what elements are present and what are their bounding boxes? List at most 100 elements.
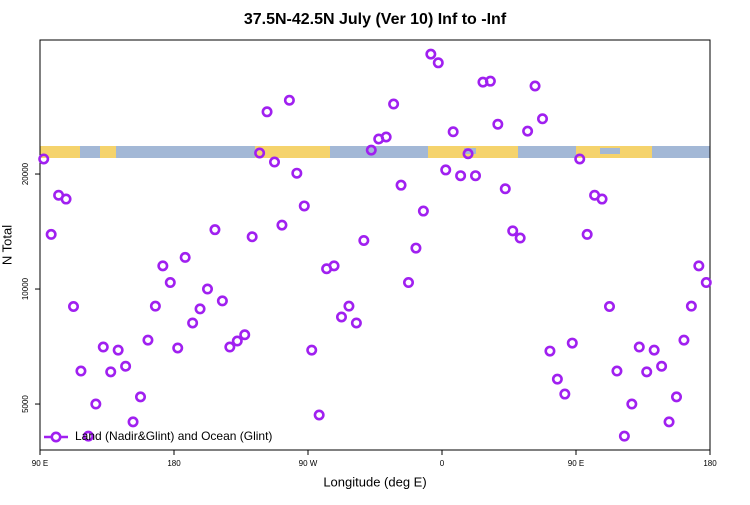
- data-point: [283, 94, 295, 106]
- data-point: [507, 225, 519, 237]
- data-point: [120, 360, 132, 372]
- data-point: [536, 113, 548, 125]
- data-point: [313, 409, 325, 421]
- chart-title: 37.5N-42.5N July (Ver 10) Inf to -Inf: [244, 11, 507, 28]
- data-point: [693, 260, 705, 272]
- data-point: [574, 153, 586, 165]
- data-point: [529, 80, 541, 92]
- data-point: [514, 232, 526, 244]
- data-point: [499, 183, 511, 195]
- data-point: [60, 193, 72, 205]
- data-point: [246, 231, 258, 243]
- data-point: [90, 398, 102, 410]
- data-point: [678, 334, 690, 346]
- data-point: [112, 344, 124, 356]
- data-point: [641, 366, 653, 378]
- data-point: [395, 179, 407, 191]
- data-point: [164, 277, 176, 289]
- data-point: [618, 430, 630, 442]
- data-point: [388, 98, 400, 110]
- data-point: [194, 303, 206, 315]
- data-point: [276, 219, 288, 231]
- data-point: [291, 167, 303, 179]
- data-point: [105, 366, 117, 378]
- data-point: [462, 148, 474, 160]
- data-point: [149, 300, 161, 312]
- data-point: [663, 416, 675, 428]
- x-tick-label: 90 W: [299, 459, 318, 468]
- data-point: [551, 373, 563, 385]
- data-point: [484, 75, 496, 87]
- y-tick-label: 5000: [21, 395, 30, 413]
- data-point: [45, 228, 57, 240]
- x-axis-label: Longitude (deg E): [323, 474, 426, 489]
- legend-marker: [50, 431, 62, 443]
- data-point: [127, 416, 139, 428]
- data-point: [216, 295, 228, 307]
- data-point: [432, 57, 444, 69]
- data-point: [581, 228, 593, 240]
- data-point: [209, 224, 221, 236]
- data-point: [559, 388, 571, 400]
- data-point: [268, 156, 280, 168]
- data-point: [566, 337, 578, 349]
- data-point: [179, 251, 191, 263]
- data-point: [298, 200, 310, 212]
- data-point: [343, 300, 355, 312]
- data-point: [440, 164, 452, 176]
- data-point: [417, 205, 429, 217]
- data-point: [425, 48, 437, 60]
- data-point: [492, 118, 504, 130]
- data-point: [202, 283, 214, 295]
- y-axis-label: N Total: [0, 225, 14, 265]
- data-point: [335, 311, 347, 323]
- data-point: [350, 317, 362, 329]
- data-point: [611, 365, 623, 377]
- data-point: [648, 344, 660, 356]
- data-point: [239, 329, 251, 341]
- y-tick-label: 20000: [21, 162, 30, 185]
- plot-frame: [39, 39, 711, 451]
- data-point: [596, 193, 608, 205]
- data-point: [82, 430, 94, 442]
- data-point: [358, 234, 370, 246]
- data-point: [68, 301, 80, 313]
- legend-label: Land (Nadir&Glint) and Ocean (Glint): [75, 429, 272, 443]
- data-point: [380, 131, 392, 143]
- x-tick-label: 180: [167, 459, 181, 468]
- data-point: [172, 342, 184, 354]
- data-point: [365, 144, 377, 156]
- x-tick-label: 90 E: [568, 459, 584, 468]
- data-point: [656, 360, 668, 372]
- data-point: [135, 391, 147, 403]
- data-point: [522, 125, 534, 137]
- data-point: [447, 126, 459, 138]
- data-point: [142, 334, 154, 346]
- data-point: [700, 277, 712, 289]
- data-point: [224, 341, 236, 353]
- data-point: [469, 170, 481, 182]
- data-point: [231, 335, 243, 347]
- data-point: [626, 398, 638, 410]
- data-point: [328, 260, 340, 272]
- data-point: [187, 317, 199, 329]
- x-tick-label: 180: [703, 459, 717, 468]
- x-tick-label: 90 E: [32, 459, 48, 468]
- x-tick-label: 0: [440, 459, 445, 468]
- data-point: [544, 345, 556, 357]
- data-point: [97, 341, 109, 353]
- data-point: [306, 344, 318, 356]
- y-tick-label: 10000: [21, 277, 30, 300]
- data-point: [75, 365, 87, 377]
- data-point: [402, 277, 414, 289]
- data-point: [157, 260, 169, 272]
- data-point: [38, 153, 50, 165]
- data-point: [685, 300, 697, 312]
- data-point: [261, 106, 273, 118]
- data-point: [254, 147, 266, 159]
- data-point: [633, 341, 645, 353]
- data-point: [670, 391, 682, 403]
- data-point: [455, 170, 467, 182]
- data-point: [603, 301, 615, 313]
